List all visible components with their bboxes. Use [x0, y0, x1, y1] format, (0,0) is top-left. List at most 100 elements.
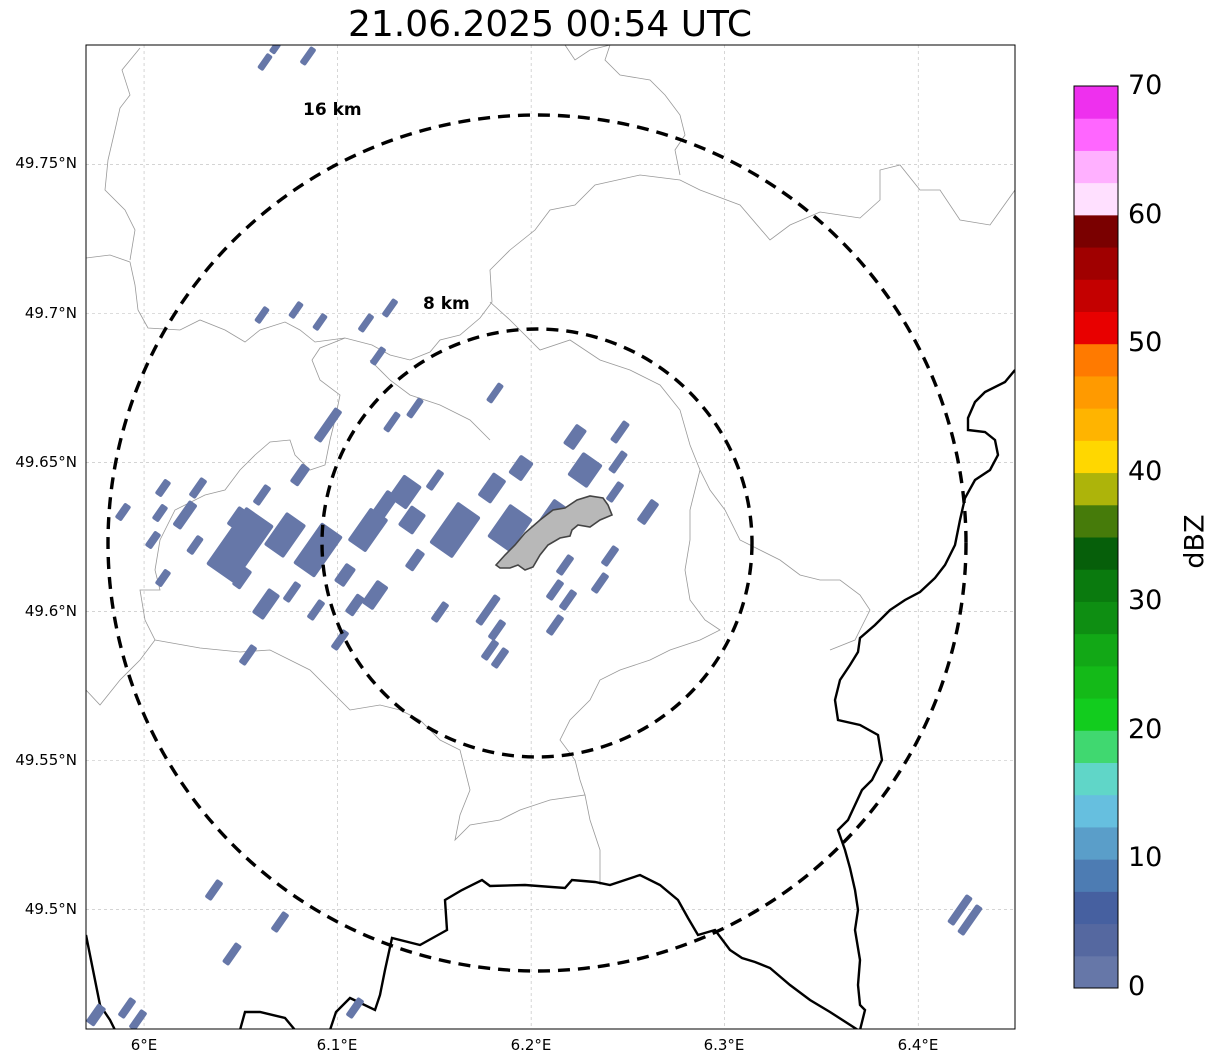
- echo-streak: [288, 301, 304, 319]
- colorbar-tick: 30: [1128, 585, 1163, 616]
- x-tick: 6°E: [130, 1036, 158, 1054]
- echo-streak: [947, 894, 973, 926]
- echo-streak: [293, 522, 343, 578]
- echo-streak: [556, 554, 574, 576]
- echo-streak: [601, 545, 619, 567]
- echo-streak: [345, 593, 365, 617]
- echo-streak: [563, 424, 587, 450]
- echo-streak: [406, 397, 424, 419]
- echo-streak: [488, 619, 506, 641]
- colorbar-tick: 50: [1128, 327, 1163, 358]
- colorbar-band: [1074, 247, 1118, 280]
- echo-streak: [637, 499, 659, 525]
- echo-streak: [508, 455, 534, 481]
- echo-streak: [559, 589, 577, 611]
- echo-streak: [331, 629, 349, 651]
- y-tick: 49.75°N: [15, 154, 77, 172]
- echo-streak: [227, 506, 245, 528]
- highlight-polygon: [494, 495, 614, 571]
- canton-boundaries: [86, 45, 1015, 885]
- echo-streak: [314, 407, 342, 443]
- echo-streak: [155, 569, 171, 587]
- echo-streak: [348, 508, 388, 552]
- echo-streak: [206, 507, 274, 583]
- colorbar-tick: 60: [1128, 199, 1163, 230]
- echo-streak: [252, 588, 280, 620]
- echo-streak: [257, 53, 273, 71]
- echo-streak: [300, 46, 316, 66]
- colorbar-band: [1074, 343, 1118, 377]
- colorbar-tick: 10: [1128, 842, 1163, 873]
- x-tick: 6.2°E: [510, 1036, 552, 1054]
- ring-label-8km: 8 km: [423, 294, 470, 314]
- echo-streak: [486, 382, 504, 404]
- colorbar-band: [1074, 698, 1118, 731]
- echo-streak: [155, 479, 171, 497]
- echo-streak: [481, 639, 499, 661]
- colorbar-band: [1074, 891, 1118, 925]
- national-border: [833, 369, 1015, 1029]
- echo-streak: [382, 298, 398, 318]
- colorbar-band: [1074, 955, 1118, 989]
- echo-streak: [362, 580, 388, 610]
- x-tick: 6.1°E: [316, 1036, 358, 1054]
- colorbar-band: [1074, 537, 1118, 570]
- echo-streak: [186, 535, 204, 555]
- echo-streak: [398, 505, 426, 535]
- echo-streak: [239, 644, 257, 666]
- echo-streak: [546, 614, 564, 636]
- echo-streak: [334, 563, 356, 587]
- echo-streak: [372, 490, 398, 520]
- echo-streak: [283, 581, 301, 603]
- colorbar-band: [1074, 859, 1118, 892]
- echo-streak: [358, 313, 374, 333]
- echo-streak: [118, 997, 136, 1019]
- echo-streak: [567, 452, 603, 488]
- colorbar-band: [1074, 665, 1118, 699]
- colorbar-band: [1074, 730, 1118, 763]
- echo-streak: [129, 1009, 147, 1029]
- colorbar-band: [1074, 601, 1118, 635]
- echo-streak: [487, 504, 533, 552]
- colorbar-band: [1074, 150, 1118, 184]
- echo-streak: [383, 411, 401, 433]
- reflectivity-echoes: [86, 45, 983, 1029]
- echo-streak: [145, 531, 161, 549]
- colorbar-tick: 40: [1128, 456, 1163, 487]
- colorbar-band: [1074, 794, 1118, 828]
- map-title: 21.06.2025 00:54 UTC: [347, 4, 753, 45]
- echo-streak: [290, 463, 310, 487]
- echo-streak: [608, 450, 628, 474]
- echo-streak: [610, 420, 630, 444]
- echo-streak: [475, 594, 501, 626]
- colorbar: [1074, 86, 1118, 989]
- colorbar-band: [1074, 504, 1118, 538]
- colorbar-frame: [1073, 85, 1119, 989]
- echo-streak: [205, 879, 223, 901]
- colorbar-band: [1074, 118, 1118, 151]
- echo-streak: [86, 1003, 106, 1027]
- colorbar-band: [1074, 408, 1118, 441]
- echo-streak: [431, 601, 449, 623]
- echo-streak: [426, 469, 444, 491]
- echo-streak: [222, 942, 242, 966]
- y-tick: 49.7°N: [24, 304, 77, 322]
- echo-streak: [264, 512, 306, 558]
- colorbar-band: [1074, 762, 1118, 796]
- echo-streak: [346, 997, 364, 1019]
- echo-streak: [269, 45, 281, 55]
- y-tick: 49.55°N: [15, 751, 77, 769]
- colorbar-tick: 70: [1128, 70, 1163, 101]
- echo-streak: [591, 572, 609, 594]
- colorbar-band: [1074, 440, 1118, 474]
- colorbar-band: [1074, 86, 1118, 119]
- echo-streak: [546, 579, 564, 601]
- echo-streak: [253, 484, 271, 506]
- colorbar-band: [1074, 472, 1118, 506]
- gridlines: [86, 45, 1015, 1029]
- colorbar-band: [1074, 214, 1118, 248]
- echo-streak: [189, 477, 207, 499]
- x-tick: 6.3°E: [703, 1036, 745, 1054]
- echo-streak: [606, 481, 624, 503]
